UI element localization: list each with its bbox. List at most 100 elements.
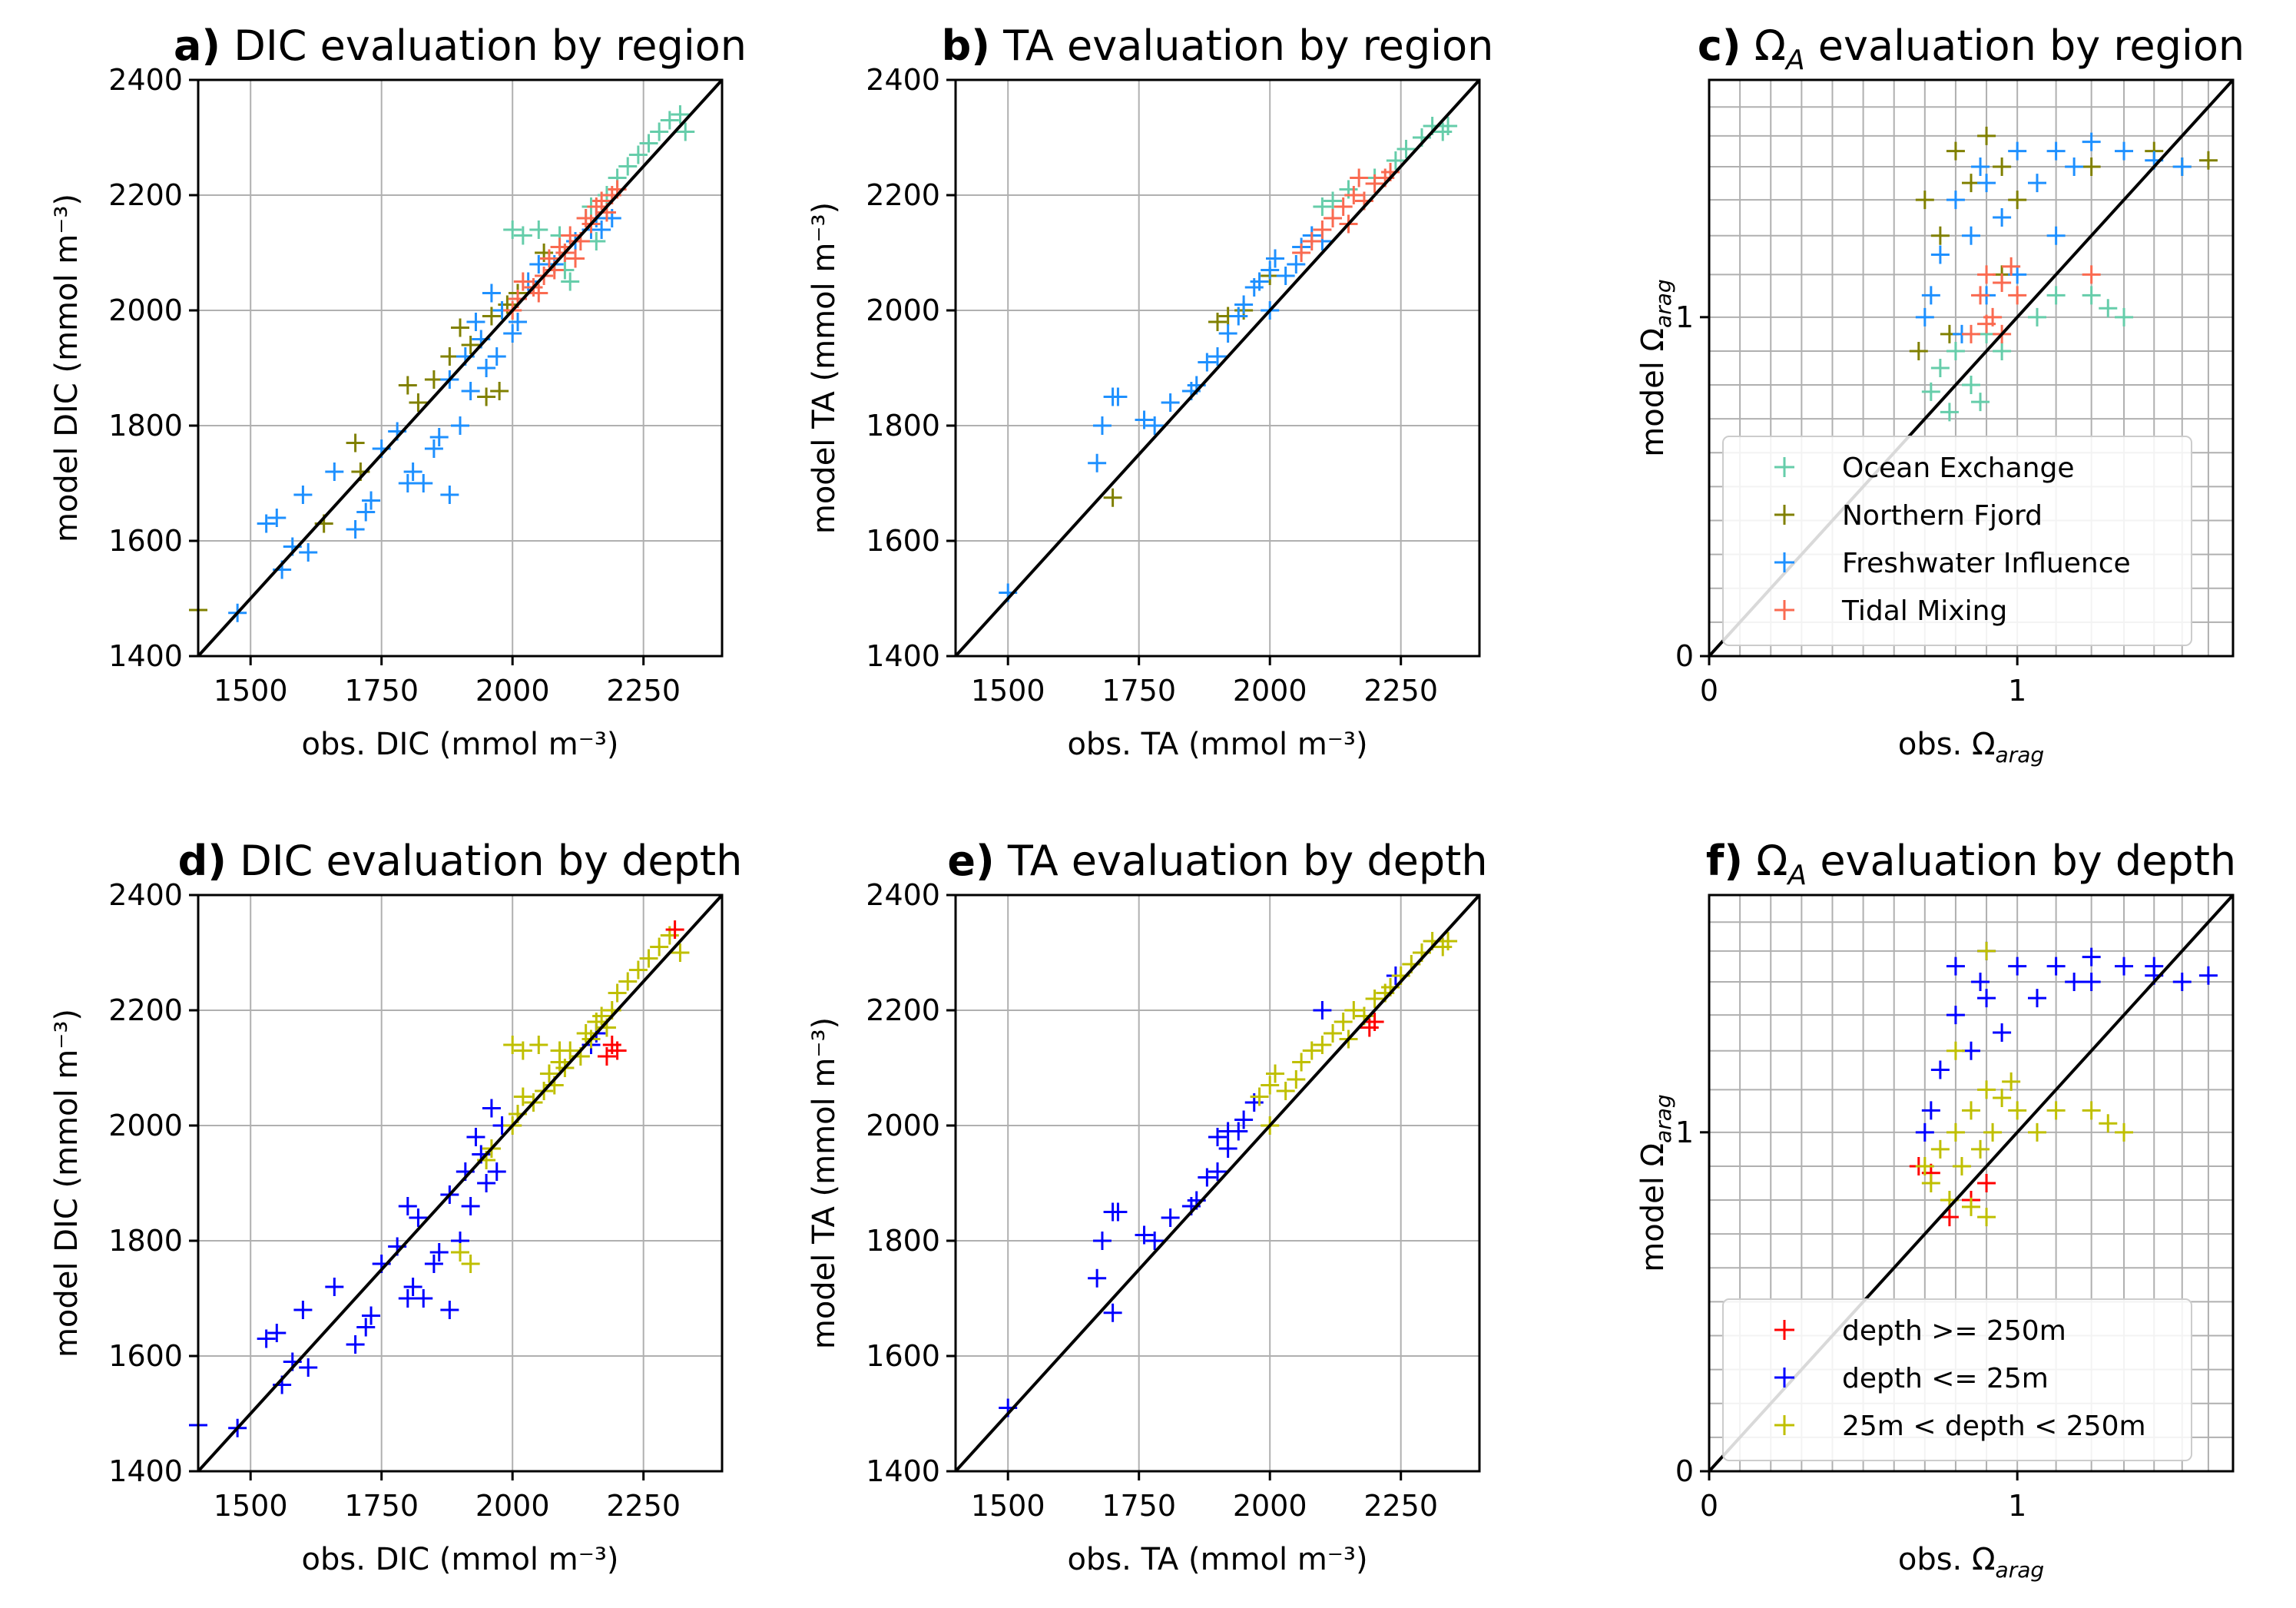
one-to-one-line [954,78,1481,658]
data-point [503,324,522,343]
data-point [346,433,365,453]
y-tick-label: 2400 [108,63,183,97]
data-point [1365,1013,1384,1031]
data-point [503,1036,522,1054]
data-point [2065,973,2084,991]
data-point [1993,1023,2012,1042]
y-tick-label: 2400 [866,878,940,912]
data-point [461,382,480,400]
data-point [618,157,638,176]
data-point [487,1162,506,1181]
data-point [299,543,318,562]
y-axis-label: model DIC (mmol m⁻³) [49,1009,84,1358]
y-tick-label: 2200 [866,178,940,212]
data-point [597,1047,616,1066]
y-tick-label: 1 [1675,300,1694,334]
data-point [671,943,690,962]
data-point [1993,1089,2012,1108]
data-point [325,463,344,481]
series-ocean_exchange [1921,286,2134,422]
data-point [1971,1139,1990,1159]
x-axis-label: obs. DIC (mmol m⁻³) [302,1542,619,1577]
data-point [1092,416,1112,435]
y-tick-label: 2000 [866,293,940,327]
panel-title: d) DIC evaluation by depth [178,837,743,885]
data-point [1334,1013,1353,1031]
x-tick-label: 0 [1700,1489,1718,1523]
data-point [1161,393,1180,412]
data-point [618,972,638,991]
data-point [440,486,459,504]
legend-label: Ocean Exchange [1842,453,2075,484]
legend-marker [1774,552,1794,572]
data-point [1103,1303,1122,1322]
data-point [1977,1174,1996,1192]
data-point [1946,341,1965,360]
data-point [1287,1070,1306,1089]
data-point [550,1041,569,1060]
data-point [1993,341,2012,360]
data-point [1962,226,1980,245]
data-point [1909,341,1928,360]
data-point [409,1208,428,1227]
data-point [639,134,658,153]
data-point [587,232,606,250]
data-point [1145,1232,1165,1250]
data-point [325,1278,344,1296]
data-point [1946,1006,1965,1025]
data-point [293,486,313,504]
data-point [451,318,469,337]
x-tick-label: 1500 [971,1489,1045,1523]
data-point [1218,324,1237,343]
data-point [2082,973,2101,991]
data-point [2198,151,2218,170]
data-point [1302,232,1321,250]
data-point [1396,140,1416,158]
data-point [2008,191,2027,210]
data-point [1344,1001,1363,1020]
series-freshwater_influence [999,226,1332,602]
panel-a: 1500 1750 2000 2250 1400 1600 1800 2000 2200 2400… [49,22,747,762]
legend-marker [1774,505,1794,525]
data-point [676,122,695,141]
series-shallow [999,966,1405,1417]
data-point [409,393,428,412]
data-point [1971,393,1990,412]
y-tick-label: 1600 [866,1339,940,1373]
data-point [1930,226,1950,245]
data-point [424,370,443,389]
data-point [2008,286,2027,305]
data-point [482,1099,501,1118]
data-point [1946,1122,1965,1142]
data-point [529,1036,548,1054]
data-point [1108,1202,1128,1222]
data-point [1930,359,1950,377]
data-point [482,283,501,303]
data-point [1287,255,1306,274]
data-point [1977,1080,1996,1099]
data-point [398,376,417,395]
series-shallow [1915,941,2218,1142]
data-point [1103,488,1122,507]
data-point [1313,1001,1332,1020]
x-tick-label: 1750 [1102,674,1176,708]
y-tick-label: 2200 [108,993,183,1027]
data-point [1962,1041,1980,1060]
data-point [513,1041,532,1060]
data-point [1946,191,1965,210]
legend-label: depth <= 25m [1842,1363,2049,1394]
legend-label: Freshwater Influence [1842,548,2131,579]
y-tick-label: 1800 [108,1224,183,1258]
data-point [1208,1162,1227,1181]
panel-b: 1500 1750 2000 2250 1400 1600 1800 2000 2200 2400… [807,22,1493,762]
data-point [414,474,433,492]
data-point [1915,307,1934,327]
data-point [1962,174,1980,193]
data-point [2028,307,2046,327]
data-point [1983,1122,2003,1142]
data-point [1971,973,1990,991]
y-axis-label: model Ωarag [1635,1094,1676,1271]
data-point [513,272,532,291]
data-point [257,514,276,533]
series-deep [1360,1013,1384,1037]
